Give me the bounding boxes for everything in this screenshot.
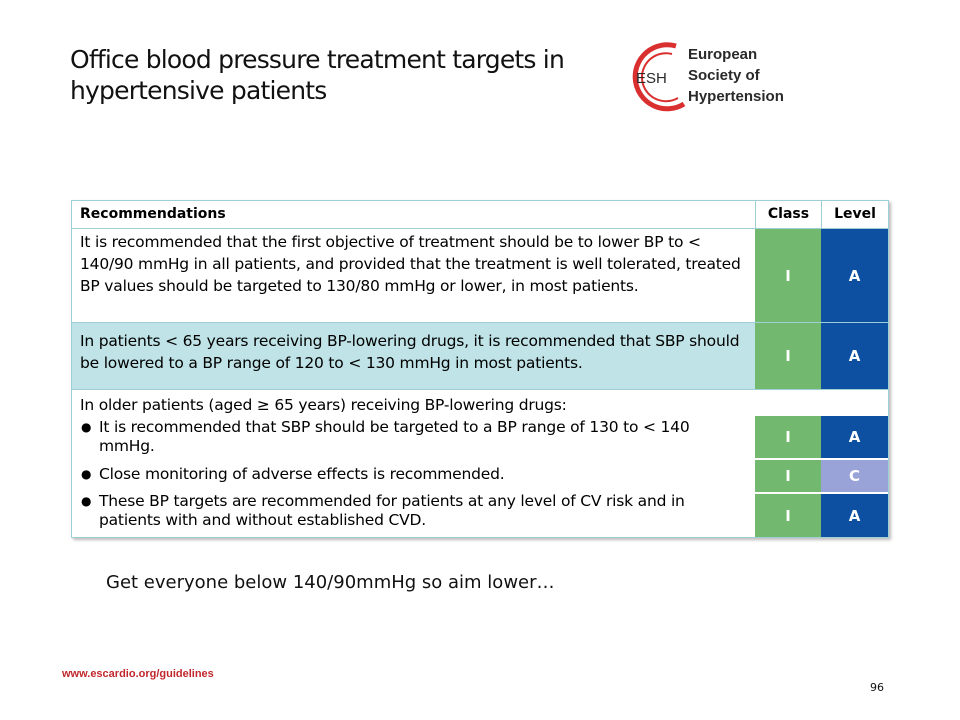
- slide-title-line1: Office blood pressure treatment targets …: [70, 45, 565, 74]
- row3a-level-badge: A: [821, 416, 888, 458]
- row3c-class-badge: I: [755, 494, 821, 537]
- slide-title: Office blood pressure treatment targets …: [70, 44, 630, 106]
- esh-logo: ESH European Society of Hypertension: [626, 38, 806, 118]
- slide-note: Get everyone below 140/90mmHg so aim low…: [106, 572, 555, 593]
- logo-line2: Society of: [688, 67, 760, 84]
- esh-ring-icon: ESH: [632, 42, 686, 112]
- logo-line3: Hypertension: [688, 88, 784, 105]
- row3b-class-badge: I: [755, 460, 821, 492]
- header-level: Level: [821, 201, 888, 228]
- row2-level-badge: A: [821, 322, 888, 389]
- page-number: 96: [870, 681, 884, 694]
- bullet-icon: ●: [81, 494, 92, 508]
- row3c-level-badge: A: [821, 494, 888, 537]
- row1-class-badge: I: [755, 228, 821, 322]
- header-class: Class: [755, 201, 821, 228]
- row3-bullet-2-text: Close monitoring of adverse effects is r…: [99, 465, 505, 483]
- bullet-icon: ●: [81, 467, 92, 481]
- recommendation-row-2: In patients < 65 years receiving BP-lowe…: [72, 322, 755, 389]
- row3-intro: In older patients (aged ≥ 65 years) rece…: [80, 396, 567, 414]
- row3-bullet-1-text: It is recommended that SBP should be tar…: [99, 418, 690, 455]
- footer-url[interactable]: www.escardio.org/guidelines: [62, 668, 214, 680]
- esh-logo-text: European Society of Hypertension: [688, 44, 784, 107]
- header-recommendations: Recommendations: [80, 206, 226, 222]
- row2-class-badge: I: [755, 322, 821, 389]
- bullet-icon: ●: [81, 420, 92, 434]
- logo-line1: European: [688, 46, 758, 63]
- slide-title-line2: hypertensive patients: [70, 76, 327, 105]
- recommendation-row-3: In older patients (aged ≥ 65 years) rece…: [72, 389, 888, 537]
- recommendations-table: Recommendations Class Level It is recomm…: [71, 200, 889, 538]
- esh-acronym: ESH: [636, 70, 667, 87]
- recommendation-row-1: It is recommended that the first objecti…: [72, 228, 755, 322]
- row3a-class-badge: I: [755, 416, 821, 458]
- row3-bullet-3-text: These BP targets are recommended for pat…: [99, 492, 685, 529]
- row1-level-badge: A: [821, 228, 888, 322]
- row3b-level-badge: C: [821, 460, 888, 492]
